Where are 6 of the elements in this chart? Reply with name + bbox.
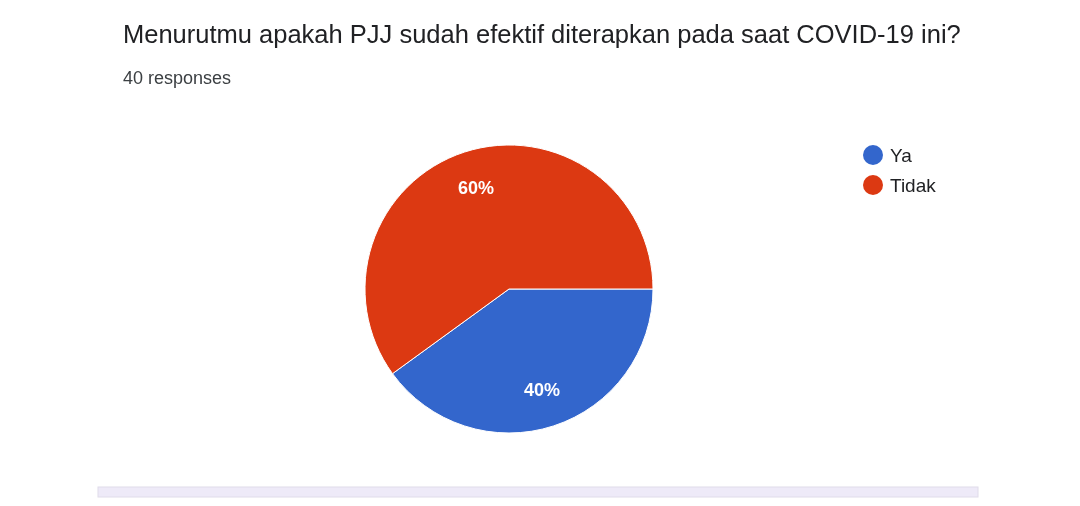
data-label: 60% bbox=[458, 177, 495, 198]
chart-title: Menurutmu apakah PJJ sudah efektif diterapkan pada saat COVID-19 ini? bbox=[123, 20, 961, 48]
data-label: 40% bbox=[523, 380, 560, 401]
text: 40 responses bbox=[123, 68, 232, 88]
legend-label: Tidak bbox=[890, 174, 937, 196]
legend-label: Ya bbox=[890, 144, 913, 166]
